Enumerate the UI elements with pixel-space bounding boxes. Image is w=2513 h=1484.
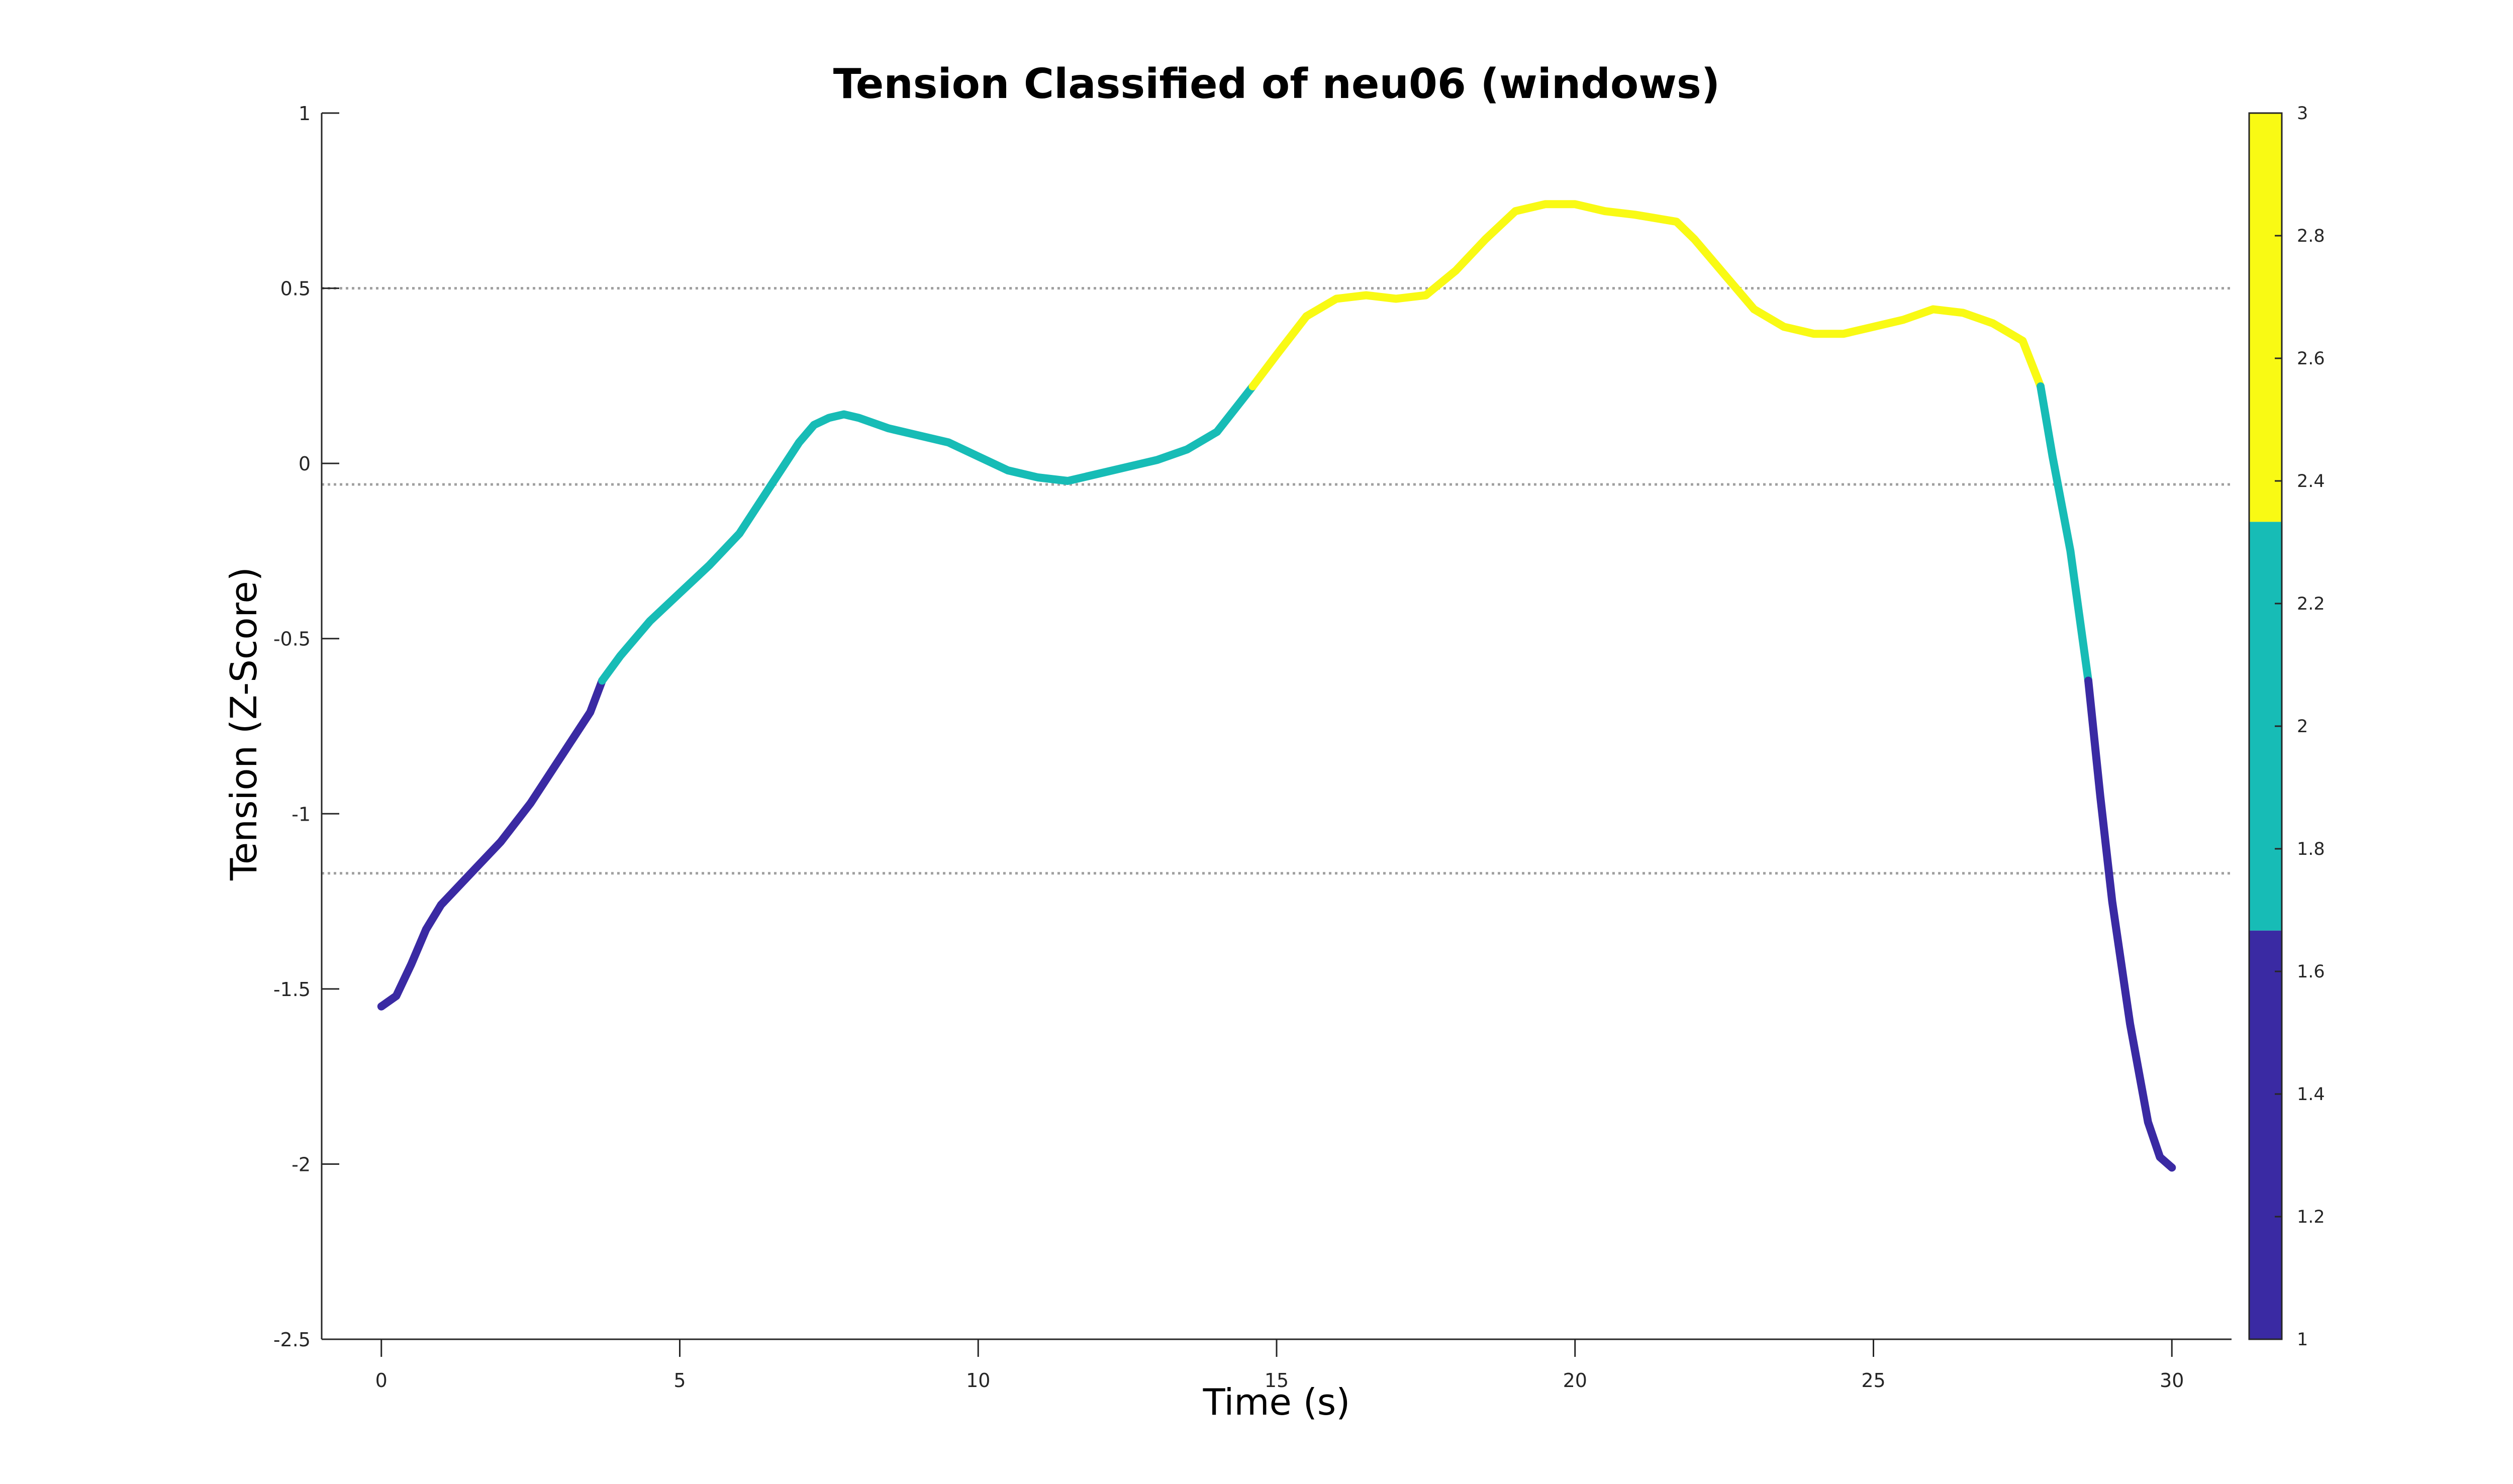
series-segment-class-1 bbox=[377, 676, 607, 1011]
x-tick-label: 20 bbox=[1563, 1369, 1587, 1392]
series-segment-class-3 bbox=[1248, 200, 2045, 390]
series-segment-class-1 bbox=[2084, 676, 2176, 1172]
y-tick-label: -1.5 bbox=[273, 978, 311, 1001]
tension-series bbox=[377, 200, 2176, 1172]
y-axis bbox=[321, 112, 339, 1339]
y-tick-label: 1 bbox=[299, 103, 311, 125]
x-axis-label: Time (s) bbox=[1203, 1381, 1350, 1423]
colorbar-ticks: 1 1.2 1.4 1.6 1.8 2 2.2 2.4 2.6 2.8 3 bbox=[2275, 104, 2325, 1350]
y-axis-label: Tension (Z-Score) bbox=[223, 567, 265, 881]
colorbar-tick-label: 1.6 bbox=[2297, 962, 2325, 982]
colorbar-bands bbox=[2249, 113, 2282, 1339]
colorbar-tick-label: 3 bbox=[2297, 104, 2308, 124]
plot-area: 0 5 10 15 20 25 30 -2.5 -2 -1.5 -1 -0.5 0 0.5 1 bbox=[273, 103, 2232, 1392]
series-segment-class-2 bbox=[598, 382, 1257, 685]
colorbar-tick-label: 1.4 bbox=[2297, 1084, 2325, 1105]
colorbar-tick-label: 2.4 bbox=[2297, 471, 2325, 491]
colorbar-tick-label: 1 bbox=[2297, 1330, 2308, 1350]
x-tick-label: 10 bbox=[966, 1369, 990, 1392]
colorbar: 1 1.2 1.4 1.6 1.8 2 2.2 2.4 2.6 2.8 3 bbox=[2248, 104, 2325, 1350]
x-tick-label: 5 bbox=[673, 1369, 686, 1392]
y-tick-label: -2.5 bbox=[273, 1329, 311, 1351]
x-tick-label: 25 bbox=[1861, 1369, 1885, 1392]
colorbar-tick-label: 2.2 bbox=[2297, 594, 2325, 614]
threshold-lines bbox=[322, 287, 2232, 875]
x-tick-label: 30 bbox=[2160, 1369, 2184, 1392]
x-tick-label: 15 bbox=[1265, 1369, 1289, 1392]
colorbar-tick-label: 1.8 bbox=[2297, 839, 2325, 859]
y-tick-label: 0 bbox=[299, 453, 311, 475]
colorbar-tick-label: 2.6 bbox=[2297, 349, 2325, 369]
y-axis-ticks: -2.5 -2 -1.5 -1 -0.5 0 0.5 1 bbox=[273, 103, 339, 1351]
colorbar-tick-label: 1.2 bbox=[2297, 1207, 2325, 1227]
colorbar-band-1 bbox=[2249, 930, 2282, 1339]
y-tick-label: 0.5 bbox=[280, 278, 311, 300]
colorbar-tick-label: 2.8 bbox=[2297, 226, 2325, 246]
colorbar-band-3 bbox=[2249, 113, 2282, 522]
series-segment-class-2 bbox=[2037, 382, 2092, 685]
chart-title: Tension Classified of neu06 (windows) bbox=[833, 60, 1720, 108]
x-tick-label: 0 bbox=[375, 1369, 388, 1392]
x-axis-ticks: 0 5 10 15 20 25 30 bbox=[375, 1339, 2184, 1392]
colorbar-tick-label: 2 bbox=[2297, 717, 2308, 737]
y-tick-label: -2 bbox=[292, 1153, 311, 1175]
y-tick-label: -1 bbox=[292, 803, 311, 825]
y-tick-label: -0.5 bbox=[273, 628, 311, 650]
